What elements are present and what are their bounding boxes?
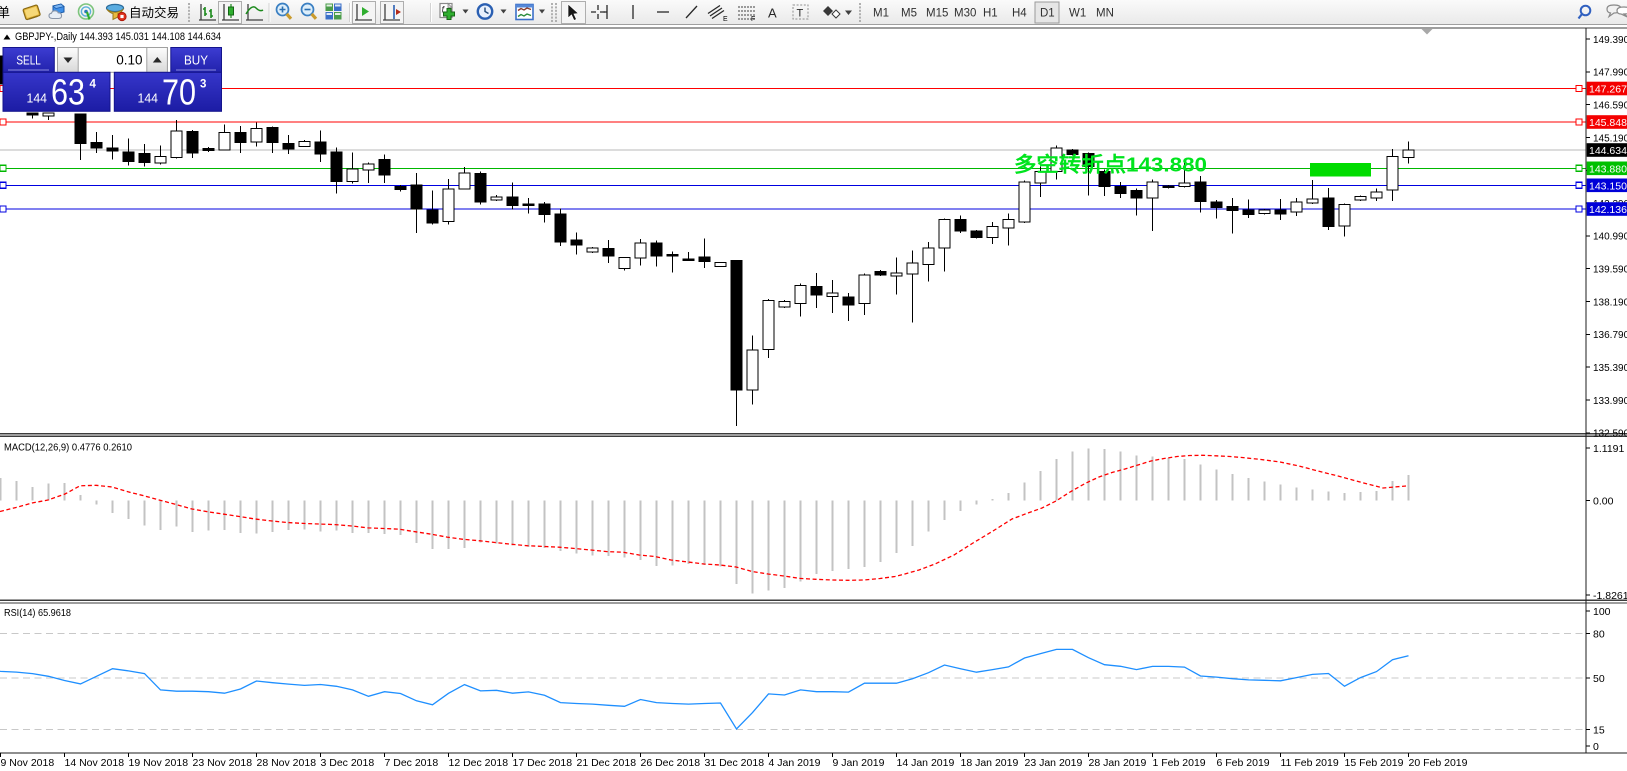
svg-text:W1: W1: [1069, 8, 1086, 20]
svg-text:20 Feb 2019: 20 Feb 2019: [1409, 757, 1468, 769]
svg-text:MN: MN: [1096, 8, 1114, 20]
svg-text:0.10: 0.10: [116, 53, 142, 68]
svg-text:D1: D1: [1040, 8, 1055, 20]
svg-text:145.190: 145.190: [1593, 133, 1627, 144]
svg-text:-1.8261: -1.8261: [1593, 590, 1627, 602]
svg-text:50: 50: [1593, 673, 1605, 685]
svg-text:15: 15: [1593, 724, 1605, 736]
svg-text:80: 80: [1593, 628, 1605, 640]
svg-text:RSI(14) 65.9618: RSI(14) 65.9618: [4, 607, 71, 619]
svg-text:单: 单: [0, 5, 10, 20]
svg-text:28 Nov 2018: 28 Nov 2018: [257, 757, 317, 769]
svg-text:139.590: 139.590: [1593, 265, 1627, 276]
svg-text:4 Jan 2019: 4 Jan 2019: [769, 757, 821, 769]
svg-text:26 Dec 2018: 26 Dec 2018: [641, 757, 701, 769]
svg-text:3 Dec 2018: 3 Dec 2018: [321, 757, 375, 769]
svg-text:7 Dec 2018: 7 Dec 2018: [385, 757, 439, 769]
svg-text:15 Feb 2019: 15 Feb 2019: [1345, 757, 1404, 769]
svg-text:M1: M1: [873, 8, 889, 20]
svg-text:1.1191: 1.1191: [1593, 443, 1624, 455]
svg-text:BUY: BUY: [184, 52, 208, 67]
svg-text:9 Jan 2019: 9 Jan 2019: [833, 757, 885, 769]
svg-text:144.634: 144.634: [1589, 145, 1627, 157]
svg-text:28 Jan 2019: 28 Jan 2019: [1089, 757, 1147, 769]
svg-text:6 Feb 2019: 6 Feb 2019: [1217, 757, 1270, 769]
svg-text:A: A: [768, 6, 777, 21]
svg-text:146.590: 146.590: [1593, 100, 1627, 111]
svg-text:0.00: 0.00: [1593, 495, 1614, 507]
svg-text:147.990: 147.990: [1593, 68, 1627, 79]
svg-text:132.590: 132.590: [1593, 429, 1627, 440]
svg-text:4: 4: [90, 79, 97, 91]
svg-text:23 Jan 2019: 23 Jan 2019: [1025, 757, 1083, 769]
svg-text:11 Feb 2019: 11 Feb 2019: [1281, 757, 1339, 769]
svg-text:M30: M30: [954, 8, 976, 20]
svg-text:143.150: 143.150: [1589, 180, 1627, 192]
svg-text:M5: M5: [901, 8, 917, 20]
svg-text:23 Nov 2018: 23 Nov 2018: [193, 757, 253, 769]
svg-text:E: E: [723, 16, 728, 23]
svg-text:138.190: 138.190: [1593, 297, 1627, 308]
svg-text:MACD(12,26,9) 0.4776 0.2610: MACD(12,26,9) 0.4776 0.2610: [4, 442, 132, 454]
svg-text:63: 63: [51, 72, 85, 113]
svg-text:T: T: [797, 8, 804, 20]
svg-text:f: f: [442, 5, 446, 15]
svg-text:31 Dec 2018: 31 Dec 2018: [705, 757, 765, 769]
svg-text:136.790: 136.790: [1593, 330, 1627, 341]
svg-text:GBPJPY-,Daily 144.393 145.031: GBPJPY-,Daily 144.393 145.031 144.108 14…: [15, 31, 221, 43]
svg-text:144: 144: [27, 92, 48, 106]
svg-text:12 Dec 2018: 12 Dec 2018: [449, 757, 509, 769]
svg-text:135.390: 135.390: [1593, 363, 1627, 374]
svg-text:18 Jan 2019: 18 Jan 2019: [961, 757, 1019, 769]
svg-text:147.267: 147.267: [1589, 84, 1627, 96]
svg-text:3: 3: [200, 79, 206, 91]
svg-text:M15: M15: [926, 8, 948, 20]
svg-text:9 Nov 2018: 9 Nov 2018: [1, 757, 55, 769]
svg-text:17 Dec 2018: 17 Dec 2018: [513, 757, 573, 769]
svg-text:14 Jan 2019: 14 Jan 2019: [897, 757, 955, 769]
svg-text:21 Dec 2018: 21 Dec 2018: [577, 757, 637, 769]
svg-text:H4: H4: [1012, 8, 1027, 20]
svg-text:100: 100: [1593, 606, 1611, 618]
svg-text:自动交易: 自动交易: [129, 5, 179, 20]
svg-text:143.880: 143.880: [1589, 163, 1627, 175]
svg-text:14 Nov 2018: 14 Nov 2018: [65, 757, 125, 769]
svg-text:144: 144: [138, 92, 159, 106]
svg-text:1 Feb 2019: 1 Feb 2019: [1153, 757, 1206, 769]
svg-text:140.990: 140.990: [1593, 232, 1627, 243]
svg-text:149.390: 149.390: [1593, 35, 1627, 46]
svg-text:19 Nov 2018: 19 Nov 2018: [129, 757, 189, 769]
svg-text:H1: H1: [983, 8, 998, 20]
svg-text:F: F: [751, 16, 755, 23]
svg-text:133.990: 133.990: [1593, 396, 1627, 407]
svg-text:142.136: 142.136: [1589, 204, 1627, 216]
svg-text:70: 70: [162, 72, 196, 113]
svg-text:多空转折点143.880: 多空转折点143.880: [1014, 153, 1207, 177]
svg-text:0: 0: [1593, 741, 1599, 753]
svg-text:145.848: 145.848: [1589, 117, 1627, 129]
svg-text:SELL: SELL: [16, 52, 41, 67]
